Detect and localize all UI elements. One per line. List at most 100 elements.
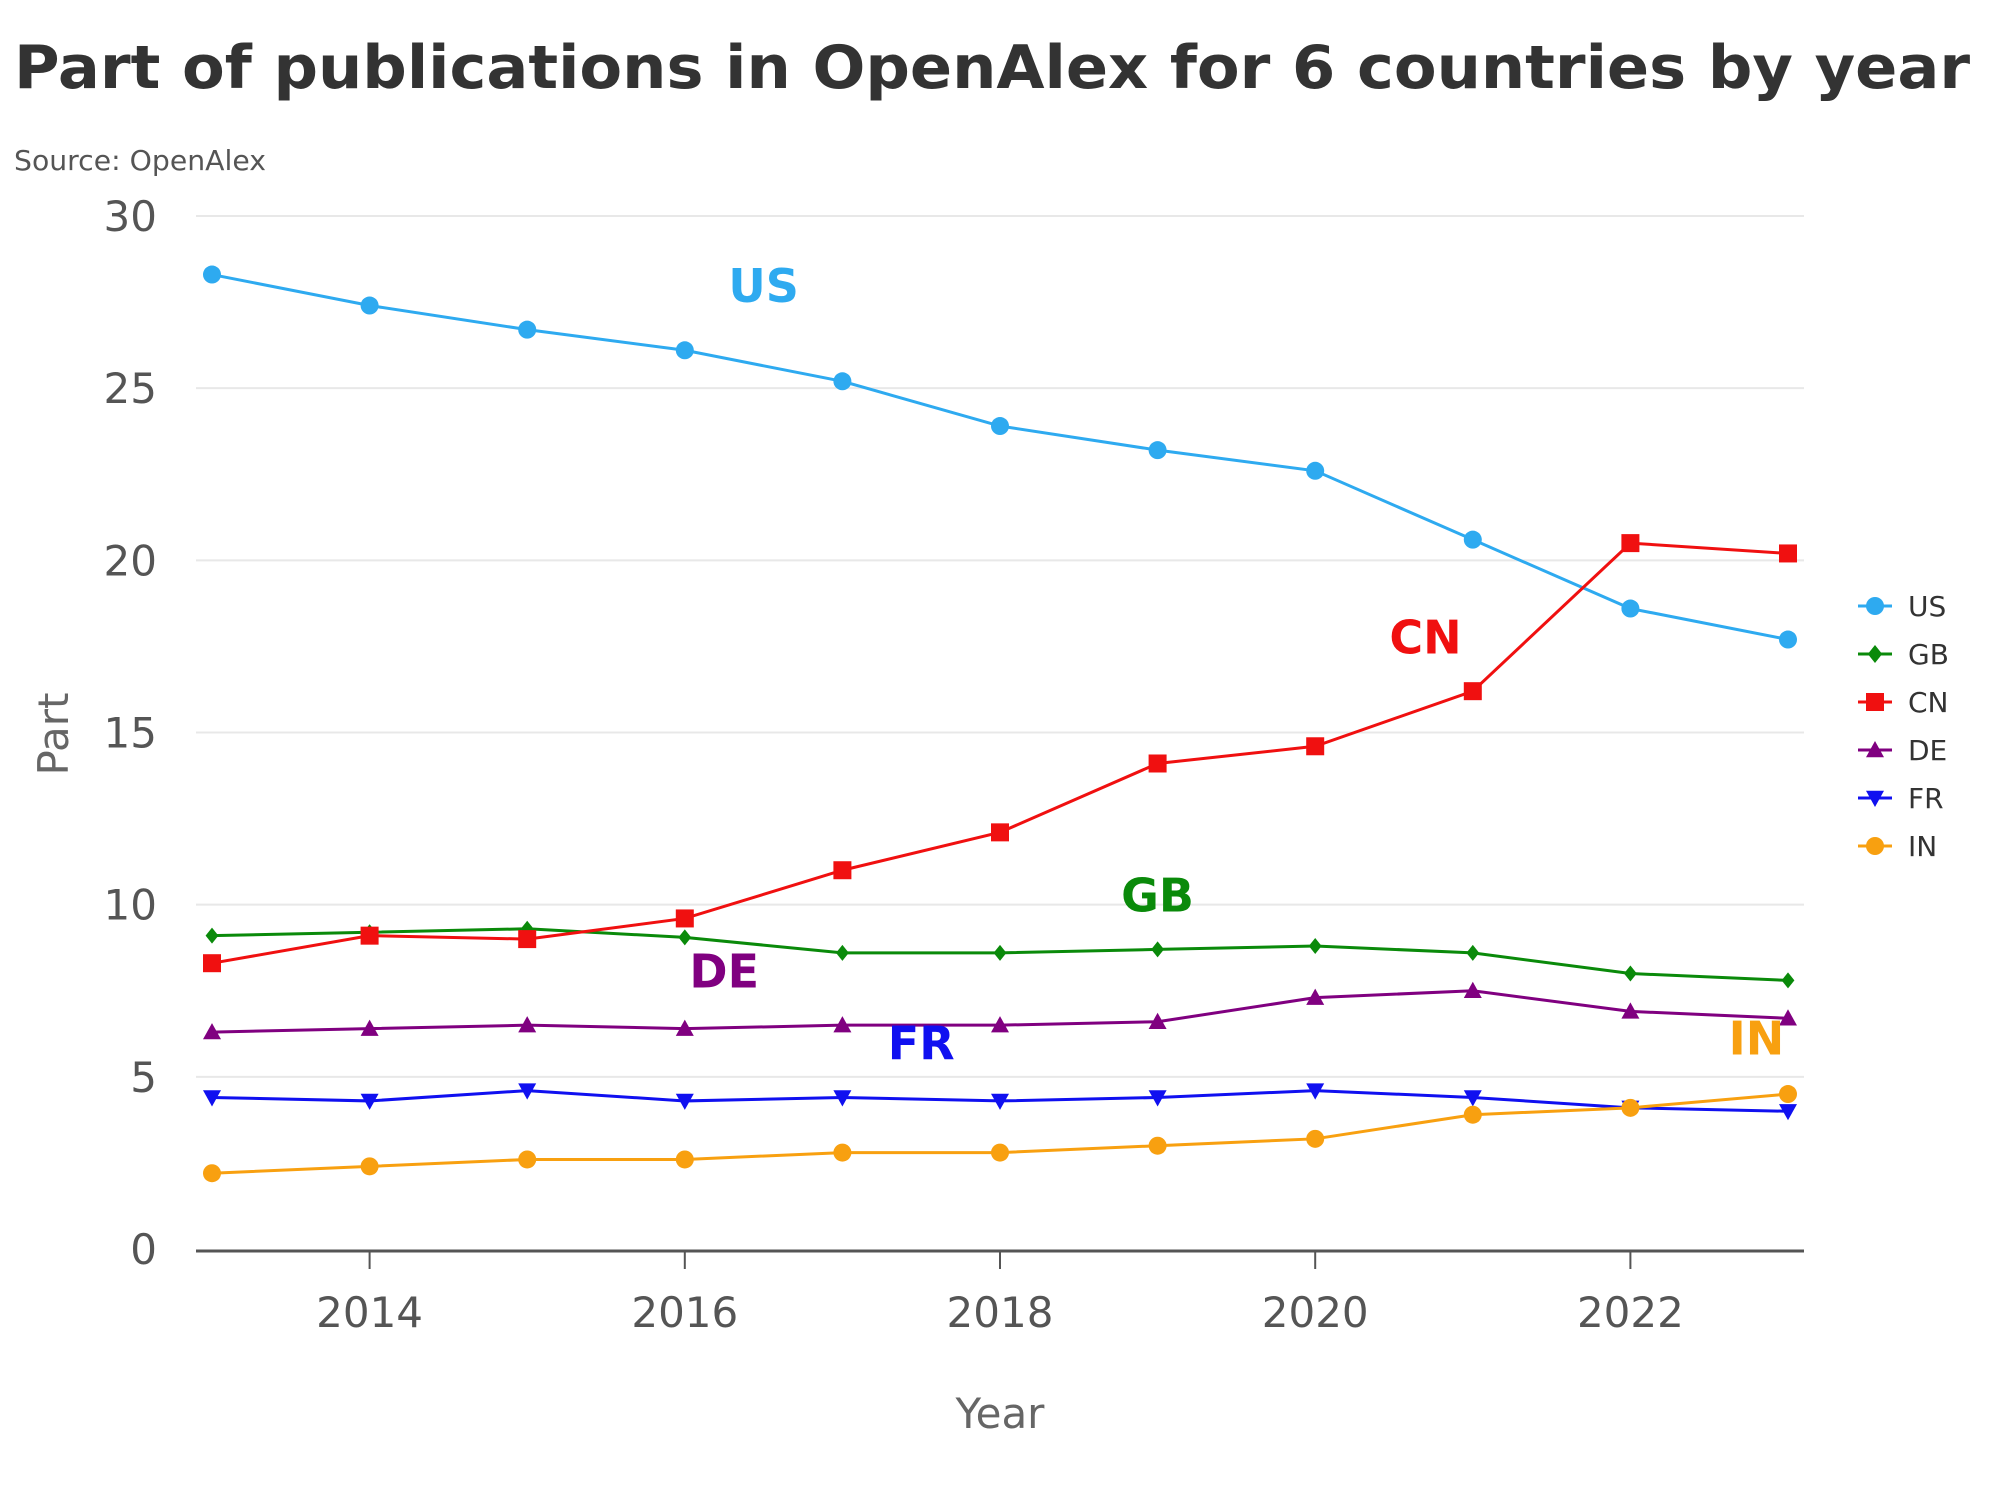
data-point	[1148, 1090, 1167, 1107]
data-point	[1621, 1002, 1640, 1019]
data-point	[1463, 1105, 1482, 1124]
data-point	[1866, 597, 1884, 615]
data-point	[1779, 1009, 1797, 1026]
data-point	[991, 417, 1009, 436]
y-tick-label: 0	[130, 1225, 157, 1274]
data-point	[1866, 693, 1884, 711]
data-point	[833, 861, 852, 880]
data-point	[1866, 837, 1884, 855]
data-point	[360, 926, 379, 945]
data-point	[360, 296, 379, 315]
legend-label: CN	[1908, 686, 1949, 719]
data-point	[360, 1157, 379, 1176]
data-point	[675, 1093, 694, 1110]
legend-label: GB	[1908, 638, 1949, 671]
data-point	[518, 930, 537, 949]
x-tick-label: 2020	[1262, 1288, 1369, 1337]
x-tick-label: 2018	[947, 1288, 1054, 1337]
series-in	[203, 1085, 1797, 1183]
data-point	[836, 944, 849, 961]
data-point	[833, 372, 852, 391]
series-fr	[203, 1083, 1797, 1121]
data-point	[1151, 941, 1164, 958]
data-point	[360, 1093, 379, 1110]
y-tick-label: 10	[104, 881, 157, 930]
data-point	[203, 265, 221, 284]
data-point	[1463, 682, 1482, 701]
legend-label: FR	[1908, 782, 1944, 815]
y-tick-label: 30	[104, 192, 157, 241]
data-point	[833, 1090, 852, 1107]
data-point	[518, 1083, 537, 1100]
series-label: CN	[1389, 610, 1461, 664]
data-point	[1867, 645, 1883, 663]
data-point	[1621, 599, 1640, 618]
data-point	[1148, 1012, 1167, 1029]
data-point	[678, 929, 692, 946]
legend-item[interactable]: CN	[1858, 686, 1949, 719]
data-point	[1866, 741, 1884, 758]
data-point	[1779, 630, 1797, 649]
data-point	[1621, 1098, 1640, 1117]
series-line	[211, 541, 1789, 965]
data-point	[1463, 530, 1482, 549]
data-point	[991, 823, 1009, 842]
data-point	[1148, 754, 1167, 773]
series-cn	[203, 534, 1797, 973]
data-point	[1866, 790, 1884, 807]
data-point	[991, 1016, 1009, 1033]
data-point	[1306, 461, 1325, 480]
data-point	[1781, 972, 1795, 989]
data-point	[203, 1023, 221, 1040]
data-point	[518, 1016, 537, 1033]
data-point	[360, 1019, 379, 1036]
data-point	[833, 1016, 852, 1033]
y-tick-label: 20	[104, 536, 157, 585]
series-de	[203, 981, 1797, 1040]
x-axis-label: Year	[955, 1389, 1046, 1438]
chart-subtitle: Source: OpenAlex	[14, 144, 266, 177]
data-point	[833, 1143, 852, 1162]
series-label: FR	[888, 1017, 955, 1071]
legend-item[interactable]: IN	[1858, 830, 1937, 863]
data-point	[993, 944, 1007, 961]
data-point	[675, 341, 694, 360]
data-point	[1306, 737, 1325, 756]
series-label: GB	[1121, 869, 1194, 923]
series-label: IN	[1729, 1011, 1785, 1065]
data-point	[1621, 534, 1640, 553]
series-us	[203, 265, 1797, 649]
data-point	[1779, 1104, 1797, 1121]
data-point	[1148, 1136, 1167, 1155]
legend-label: DE	[1908, 734, 1947, 767]
y-tick-label: 25	[104, 364, 157, 413]
legend-item[interactable]: DE	[1858, 734, 1947, 767]
chart-title: Part of publications in OpenAlex for 6 c…	[14, 33, 1970, 103]
data-point	[675, 1150, 694, 1169]
y-tick-label: 15	[104, 709, 157, 758]
legend-label: IN	[1908, 830, 1937, 863]
data-point	[991, 1093, 1009, 1110]
series-label: DE	[689, 944, 759, 998]
legend-item[interactable]: FR	[1858, 782, 1944, 815]
series-gb	[205, 920, 1795, 989]
data-point	[203, 954, 221, 973]
data-point	[205, 927, 219, 944]
data-point	[1306, 1083, 1325, 1100]
data-point	[1463, 981, 1482, 998]
legend-item[interactable]: GB	[1858, 638, 1949, 671]
x-tick-label: 2014	[316, 1288, 423, 1337]
data-point	[1306, 1129, 1325, 1148]
data-point	[1306, 988, 1325, 1005]
x-tick-label: 2016	[631, 1288, 738, 1337]
series-label: US	[728, 259, 798, 313]
data-point	[203, 1164, 221, 1183]
data-point	[1624, 965, 1637, 982]
series-line	[211, 273, 1789, 642]
data-point	[518, 320, 537, 339]
y-tick-label: 5	[130, 1053, 157, 1102]
legend-item[interactable]: US	[1858, 590, 1946, 623]
data-point	[1779, 1085, 1797, 1104]
legend-label: US	[1908, 590, 1946, 623]
